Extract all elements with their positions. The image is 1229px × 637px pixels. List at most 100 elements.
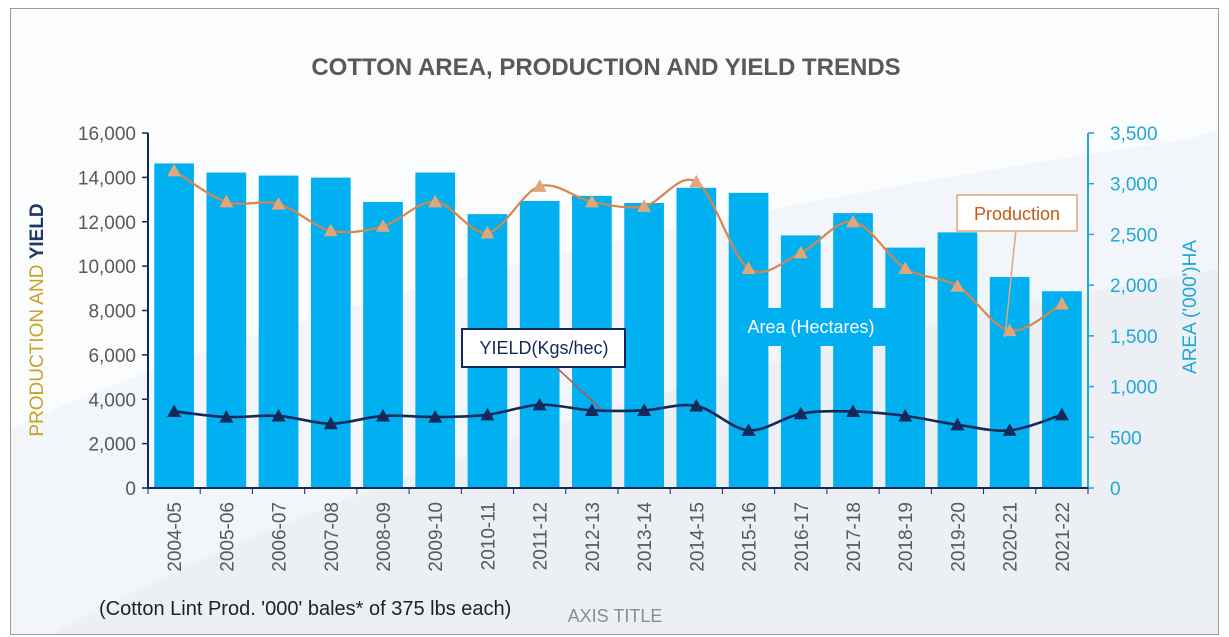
left-tick-label: 10,000 bbox=[78, 257, 136, 278]
production-marker-2008-09 bbox=[376, 219, 390, 232]
x-tick-label: 2012-13 bbox=[583, 502, 604, 572]
bar-2017-18 bbox=[833, 213, 873, 488]
production-leader bbox=[1004, 228, 1017, 338]
yield-label: YIELD(Kgs/hec) bbox=[479, 338, 608, 358]
right-tick-label: 3,500 bbox=[1110, 124, 1158, 145]
yield-marker-2014-15 bbox=[689, 398, 704, 412]
left-tick-label: 0 bbox=[125, 479, 136, 500]
bar-2013-14 bbox=[624, 202, 664, 488]
production-marker-2016-17 bbox=[793, 245, 808, 259]
footnote: (Cotton Lint Prod. '000' bales* of 375 l… bbox=[99, 598, 511, 620]
production-callout: Production bbox=[956, 194, 1078, 338]
right-tick-label: 0 bbox=[1110, 479, 1121, 500]
x-tick-label: 2008-09 bbox=[374, 502, 395, 572]
bar-2018-19 bbox=[885, 247, 926, 488]
x-tick-label: 2013-14 bbox=[635, 502, 656, 572]
x-tick-label: 2010-11 bbox=[478, 502, 499, 570]
production-label-box bbox=[956, 194, 1078, 232]
yield-marker-2009-10 bbox=[428, 410, 443, 423]
production-marker-2005-06 bbox=[219, 194, 234, 208]
x-tick-label: 2011-12 bbox=[531, 502, 552, 570]
production-marker-2017-18 bbox=[846, 214, 860, 228]
yield-marker-2021-22 bbox=[1054, 407, 1069, 421]
yield-marker-2011-12 bbox=[532, 397, 547, 411]
x-tick-label: 2021-22 bbox=[1053, 502, 1074, 572]
x-tick-label: 2019-20 bbox=[948, 502, 969, 572]
yield-marker-2013-14 bbox=[637, 403, 652, 416]
production-marker-2007-08 bbox=[323, 223, 338, 237]
x-axis: 2004-05 2005-06 2006-07 2007-08 2008-09 2009-… bbox=[147, 487, 1089, 572]
yield-marker-2012-13 bbox=[584, 403, 599, 416]
bar-2019-20 bbox=[937, 232, 978, 488]
x-tick-label: 2014-15 bbox=[687, 502, 708, 572]
yield-marker-2018-19 bbox=[898, 408, 913, 422]
production-marker-2015-16 bbox=[741, 261, 756, 274]
line-series bbox=[167, 163, 1069, 436]
production-marker-2006-07 bbox=[271, 197, 286, 210]
production-marker-2013-14 bbox=[637, 199, 652, 212]
bar-2004-05 bbox=[154, 163, 194, 488]
bar-2009-10 bbox=[415, 172, 456, 489]
area-label-callout: Area (Hectares) bbox=[733, 308, 889, 346]
x-tick-label: 2016-17 bbox=[792, 502, 813, 572]
left-tick-label: 4,000 bbox=[88, 390, 136, 411]
production-marker-2018-19 bbox=[898, 261, 913, 274]
production-marker-2012-13 bbox=[584, 194, 599, 208]
y-left-axis-title: PRODUCTION AND YIELD bbox=[27, 203, 48, 436]
production-marker-2009-10 bbox=[428, 194, 443, 208]
x-tick-label: 2015-16 bbox=[740, 502, 761, 572]
yield-label-box bbox=[461, 328, 626, 368]
production-marker-2011-12 bbox=[532, 179, 547, 192]
yield-marker-2020-21 bbox=[1002, 423, 1017, 436]
yield-marker-2019-20 bbox=[950, 417, 965, 431]
right-tick-label: 1,500 bbox=[1110, 327, 1158, 348]
bar-2006-07 bbox=[258, 175, 299, 488]
left-tick-label: 12,000 bbox=[78, 213, 136, 234]
yield-marker-2004-05 bbox=[167, 404, 182, 418]
y-right-axis-title: AREA ('000')HA bbox=[1180, 240, 1201, 374]
yield-marker-2015-16 bbox=[741, 423, 756, 436]
yield-marker-2007-08 bbox=[323, 416, 338, 430]
yield-leader bbox=[555, 366, 602, 410]
chart-frame: COTTON AREA, PRODUCTION AND YIELD TRENDS… bbox=[10, 8, 1219, 635]
chart: COTTON AREA, PRODUCTION AND YIELD TRENDS… bbox=[11, 54, 1218, 634]
right-tick-label: 1,000 bbox=[1110, 378, 1158, 399]
y-left-title-production: PRODUCTION bbox=[27, 309, 48, 437]
left-tick-label: 8,000 bbox=[88, 302, 136, 323]
production-marker-2019-20 bbox=[950, 279, 965, 292]
x-tick-label: 2017-18 bbox=[844, 502, 865, 572]
bar-2014-15 bbox=[676, 187, 717, 488]
bar-2008-09 bbox=[363, 201, 403, 488]
yield-marker-2006-07 bbox=[271, 408, 286, 422]
bar-series-area bbox=[154, 163, 1082, 489]
left-tick-label: 6,000 bbox=[88, 346, 136, 367]
left-tick-label: 14,000 bbox=[78, 168, 136, 189]
production-marker-2004-05 bbox=[167, 163, 182, 177]
y-left-title-yield: YIELD bbox=[27, 203, 48, 259]
x-axis-title: AXIS TITLE bbox=[568, 606, 663, 626]
area-label-box bbox=[733, 308, 889, 346]
x-tick-label: 2004-05 bbox=[165, 502, 186, 572]
bar-2020-21 bbox=[989, 277, 1030, 488]
right-tick-label: 2,000 bbox=[1110, 276, 1158, 297]
chart-title: COTTON AREA, PRODUCTION AND YIELD TRENDS bbox=[311, 54, 900, 81]
yield-marker-2010-11 bbox=[480, 407, 495, 421]
y-left-title-and: AND bbox=[27, 259, 48, 309]
right-axis: 3,500 3,000 2,500 2,000 1,500 1,000 500 0 bbox=[1087, 124, 1158, 500]
x-tick-label: 2006-07 bbox=[270, 502, 291, 572]
x-tick-label: 2018-19 bbox=[896, 502, 917, 572]
production-marker-2010-11 bbox=[480, 225, 495, 239]
left-tick-label: 16,000 bbox=[78, 124, 136, 145]
left-axis: 16,000 14,000 12,000 10,000 8,000 6,000 4,000 2… bbox=[78, 124, 149, 500]
bar-2016-17 bbox=[780, 235, 821, 488]
left-tick-label: 2,000 bbox=[88, 435, 136, 456]
x-tick-label: 2020-21 bbox=[1001, 502, 1022, 572]
x-tick-label: 2007-08 bbox=[322, 502, 343, 572]
bar-2005-06 bbox=[206, 172, 247, 489]
bar-2021-22 bbox=[1042, 291, 1082, 488]
right-tick-label: 2,500 bbox=[1110, 225, 1158, 246]
production-label: Production bbox=[974, 204, 1060, 224]
yield-marker-2017-18 bbox=[846, 404, 860, 418]
yield-marker-2016-17 bbox=[793, 406, 808, 420]
yield-marker-2005-06 bbox=[219, 410, 234, 423]
